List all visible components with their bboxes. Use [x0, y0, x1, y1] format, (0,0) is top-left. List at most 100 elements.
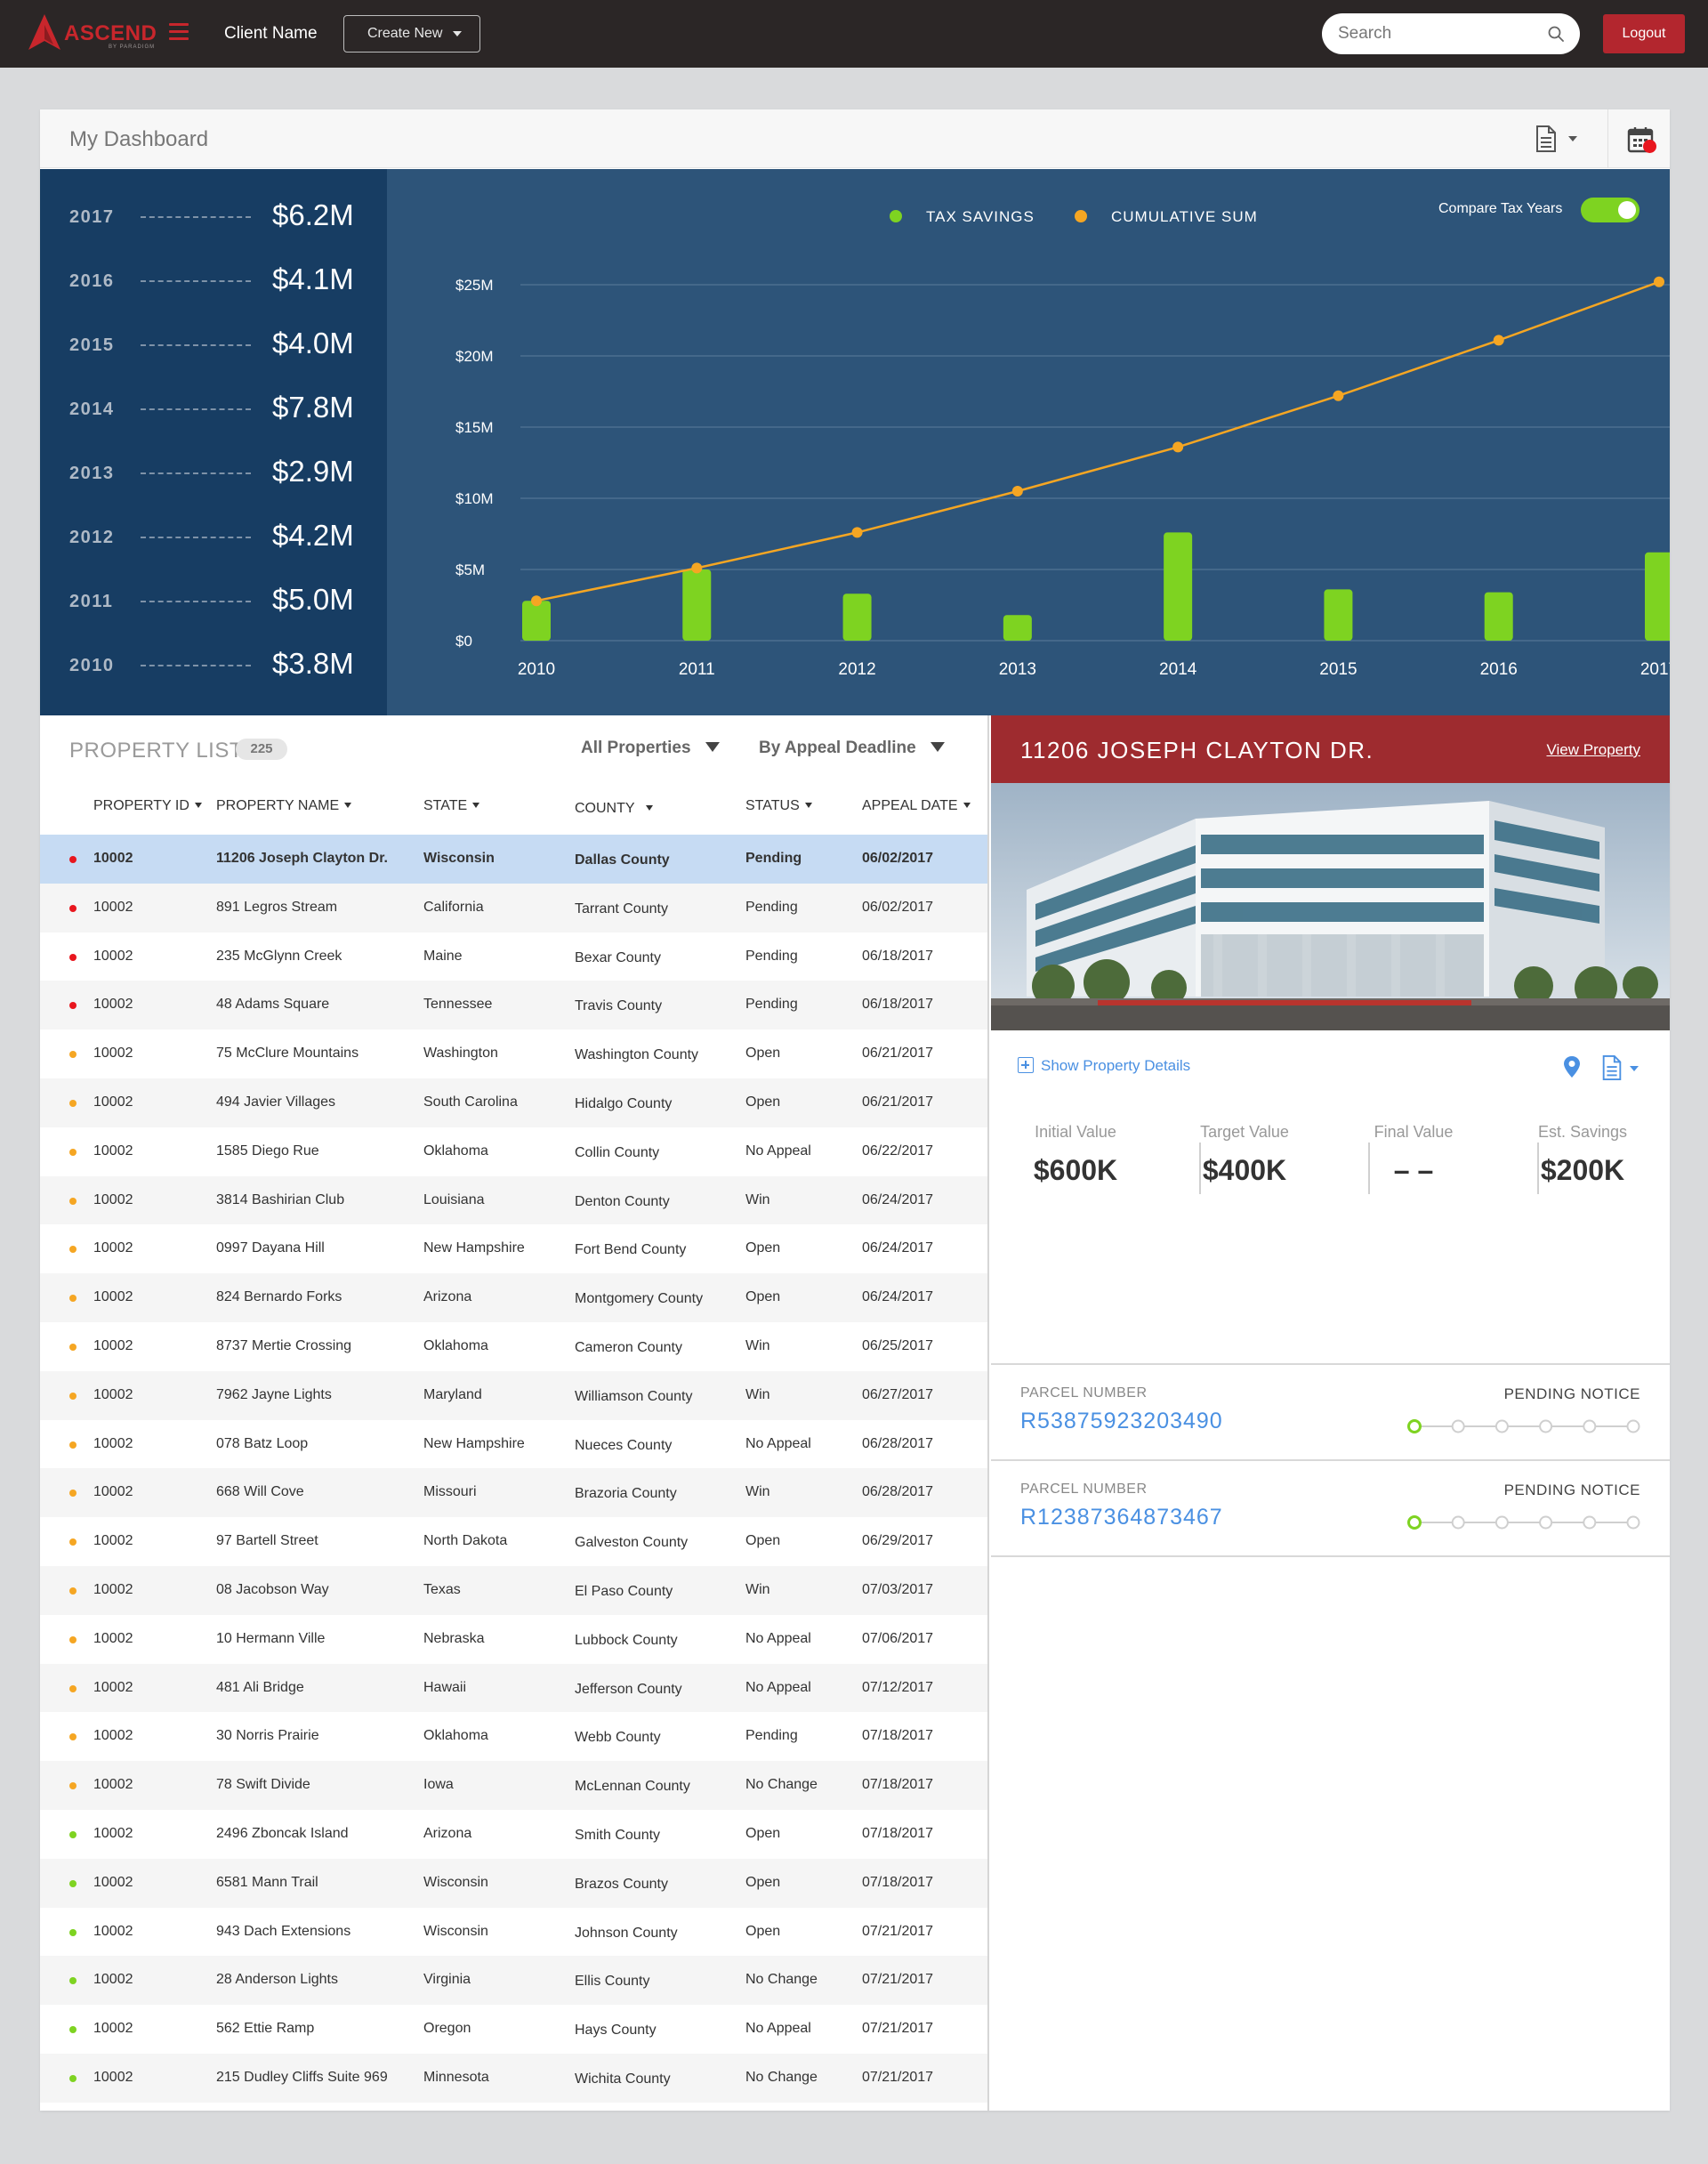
table-row[interactable]: 10002 494 Javier Villages South Carolina Hi…	[40, 1078, 987, 1127]
compare-tax-years-toggle[interactable]	[1581, 198, 1640, 222]
table-row[interactable]: 10002 481 Ali Bridge Hawaii Jefferson Count…	[40, 1663, 987, 1713]
y-tick-label: $10M	[455, 490, 494, 507]
map-pin-icon[interactable]	[1563, 1055, 1581, 1078]
tracker-step	[1451, 1419, 1465, 1433]
point-cumulative-sum[interactable]	[1493, 335, 1504, 346]
bar-tax-savings[interactable]	[682, 569, 712, 641]
table-row[interactable]: 10002 891 Legros Stream California Tarrant …	[40, 883, 987, 933]
cell-status: No Appeal	[745, 2021, 811, 2037]
table-row[interactable]: 10002 3814 Bashirian Club Louisiana Denton …	[40, 1175, 987, 1225]
bar-tax-savings[interactable]	[1484, 592, 1513, 641]
metric-est-savings: Est. Savings $200K	[1498, 1123, 1667, 1187]
table-row[interactable]: 10002 75 McClure Mountains Washington Washi…	[40, 1030, 987, 1078]
table-row[interactable]: 10002 48 Adams Square Tennessee Travis Coun…	[40, 981, 987, 1030]
bar-tax-savings[interactable]	[522, 601, 551, 641]
bar-tax-savings[interactable]	[1003, 615, 1032, 641]
point-cumulative-sum[interactable]	[1172, 441, 1184, 453]
cell-county: Smith County	[575, 1827, 661, 1843]
point-cumulative-sum[interactable]	[1654, 276, 1664, 287]
cell-status: Open	[745, 1533, 781, 1549]
table-row[interactable]: 10002 1585 Diego Rue Oklahoma Collin County…	[40, 1127, 987, 1176]
point-cumulative-sum[interactable]	[1333, 390, 1344, 401]
table-row[interactable]: 10002 28 Anderson Lights Virginia Ellis Cou…	[40, 1956, 987, 2006]
column-header-state[interactable]: STATE	[423, 798, 480, 814]
priority-dot	[69, 1343, 77, 1351]
year-value: $6.2M	[272, 198, 354, 231]
parcel-card[interactable]: PARCEL NUMBER R53875923203490 PENDING NO…	[991, 1365, 1670, 1459]
cell-property-name: 6581 Mann Trail	[216, 1874, 318, 1890]
bar-tax-savings[interactable]	[1324, 589, 1353, 641]
cell-property-name: 7962 Jayne Lights	[216, 1386, 332, 1402]
metric-label: Est. Savings	[1537, 1123, 1628, 1141]
table-row[interactable]: 10002 0997 Dayana Hill New Hampshire Fort B…	[40, 1224, 987, 1273]
cell-property-name: 2496 Zboncak Island	[216, 1825, 349, 1841]
logout-button[interactable]: Logout	[1603, 14, 1685, 53]
bar-tax-savings[interactable]	[1645, 552, 1670, 641]
year-label: 2011	[69, 592, 114, 611]
view-property-link[interactable]: View Property	[1546, 741, 1640, 758]
cell-state: Maine	[423, 948, 463, 964]
table-row[interactable]: 10002 30 Norris Prairie Oklahoma Webb Count…	[40, 1712, 987, 1761]
metric-label: Target Value	[1200, 1123, 1289, 1141]
table-row[interactable]: 10002 668 Will Cove Missouri Brazoria Count…	[40, 1468, 987, 1518]
show-property-details-toggle[interactable]: Show Property Details	[1018, 1057, 1190, 1075]
table-row[interactable]: 10002 08 Jacobson Way Texas El Paso County W…	[40, 1565, 987, 1615]
cell-property-id: 10002	[93, 1337, 133, 1353]
sort-dropdown[interactable]: By Appeal Deadline	[759, 739, 945, 758]
table-row[interactable]: 10002 97 Bartell Street North Dakota Galves…	[40, 1517, 987, 1566]
client-name[interactable]: Client Name	[224, 24, 318, 43]
cell-state: Wisconsin	[423, 1923, 488, 1939]
document-icon[interactable]	[1599, 1055, 1624, 1080]
table-row[interactable]: 10002 824 Bernardo Forks Arizona Montgomery…	[40, 1273, 987, 1322]
create-new-dropdown[interactable]: Create New	[343, 15, 480, 52]
search-box[interactable]	[1322, 13, 1580, 54]
parcel-card[interactable]: PARCEL NUMBER R12387364873467 PENDING NO…	[991, 1461, 1670, 1555]
table-row[interactable]: 10002 8737 Mertie Crossing Oklahoma Cameron…	[40, 1322, 987, 1371]
bar-tax-savings[interactable]	[842, 593, 872, 641]
cell-status: Open	[745, 1240, 781, 1256]
column-header-label: APPEAL DATE	[862, 798, 958, 813]
table-row[interactable]: 10002 11206 Joseph Clayton Dr. Wisconsin Da…	[40, 835, 987, 884]
column-header-property-name[interactable]: PROPERTY NAME	[216, 798, 352, 814]
table-row[interactable]: 10002 078 Batz Loop New Hampshire Nueces Co…	[40, 1420, 987, 1469]
search-input[interactable]	[1338, 20, 1534, 47]
table-row[interactable]: 10002 562 Ettie Ramp Oregon Hays County No A…	[40, 2005, 987, 2054]
bar-tax-savings[interactable]	[1164, 532, 1193, 641]
parcel-number[interactable]: R12387364873467	[1020, 1505, 1223, 1530]
table-row[interactable]: 10002 235 McGlynn Creek Maine Bexar County P…	[40, 933, 987, 981]
table-row[interactable]: 10002 943 Dach Extensions Wisconsin Johnson…	[40, 1908, 987, 1957]
cell-property-name: 78 Swift Divide	[216, 1777, 310, 1793]
point-cumulative-sum[interactable]	[691, 562, 703, 574]
table-row[interactable]: 10002 6581 Mann Trail Wisconsin Brazos Coun…	[40, 1858, 987, 1908]
cell-county: Hidalgo County	[575, 1095, 673, 1111]
logo-mark-icon	[28, 14, 60, 50]
ascend-logo[interactable]: ASCEND BY PARADIGM	[27, 12, 160, 55]
section-divider	[991, 1363, 1670, 1365]
cell-property-name: 08 Jacobson Way	[216, 1581, 329, 1597]
table-row[interactable]: 10002 10 Hermann Ville Nebraska Lubbock Cou…	[40, 1615, 987, 1664]
search-icon[interactable]	[1548, 26, 1564, 42]
year-total-row: 2010 $3.8M	[69, 647, 372, 682]
table-row[interactable]: 10002 215 Dudley Cliffs Suite 969 Minnesot…	[40, 2053, 987, 2103]
metric-value: $400K	[1202, 1154, 1287, 1186]
column-header-property-id[interactable]: PROPERTY ID	[93, 798, 202, 814]
parcel-number[interactable]: R53875923203490	[1020, 1409, 1223, 1433]
table-row[interactable]: 10002 7962 Jayne Lights Maryland Williamson…	[40, 1370, 987, 1420]
table-row[interactable]: 10002 2496 Zboncak Island Arizona Smith Cou…	[40, 1810, 987, 1859]
point-cumulative-sum[interactable]	[531, 595, 542, 607]
point-cumulative-sum[interactable]	[1011, 486, 1023, 497]
menu-icon[interactable]	[169, 23, 189, 43]
report-menu[interactable]	[1535, 125, 1588, 154]
column-header-county[interactable]: COUNTY	[575, 801, 653, 817]
column-header-appeal-date[interactable]: APPEAL DATE	[862, 798, 971, 814]
cell-status: Win	[745, 1581, 770, 1597]
filter-properties-dropdown[interactable]: All Properties	[581, 739, 720, 758]
sort-caret-icon	[804, 803, 812, 808]
tracker-step	[1494, 1515, 1509, 1530]
caret-down-icon[interactable]	[1630, 1066, 1639, 1071]
table-row[interactable]: 10002 78 Swift Divide Iowa McLennan County N…	[40, 1761, 987, 1810]
year-value: $7.8M	[272, 391, 354, 424]
column-header-status[interactable]: STATUS	[745, 798, 812, 814]
point-cumulative-sum[interactable]	[851, 527, 863, 538]
priority-dot	[69, 1441, 77, 1449]
